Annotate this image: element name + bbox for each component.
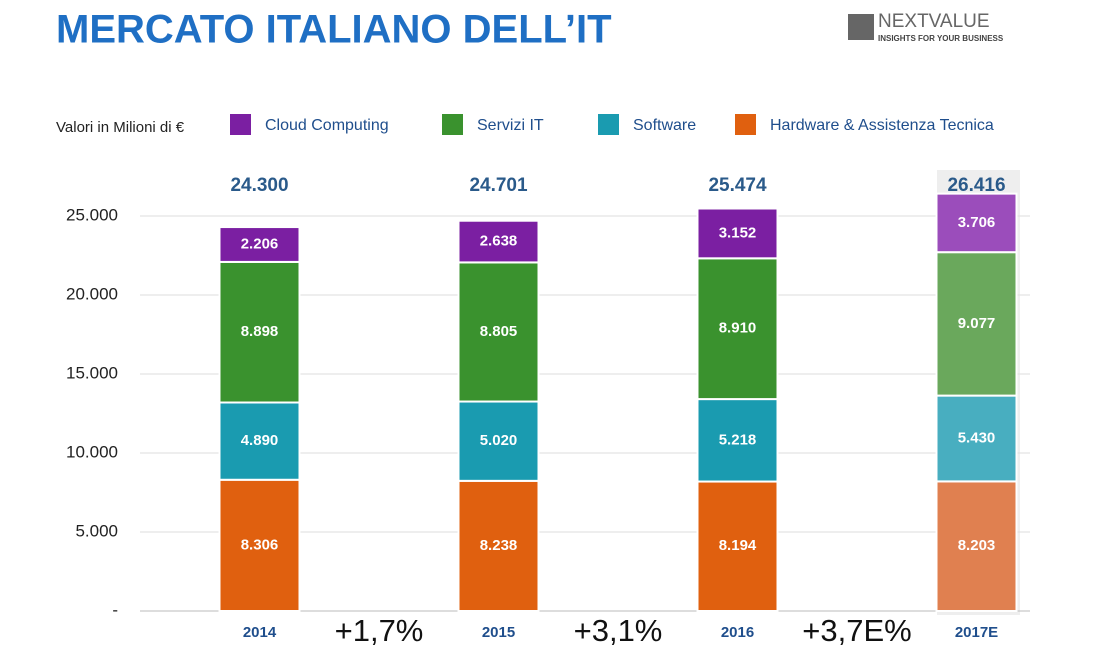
segment-label: 9.077 [958, 315, 996, 332]
segment-label: 8.910 [719, 320, 757, 337]
bar-segment [935, 251, 1018, 397]
x-tick-label: 2015 [482, 624, 515, 641]
segment-label: 5.218 [719, 431, 757, 448]
segment-label: 3.152 [719, 224, 757, 241]
total-label: 26.416 [947, 175, 1005, 196]
bar-segment [696, 207, 779, 260]
legend-swatch [598, 114, 619, 135]
total-label: 24.300 [230, 175, 288, 196]
unit-label: Valori in Milioni di € [56, 119, 185, 136]
bar-segment [935, 192, 1018, 254]
total-label: 24.701 [469, 175, 528, 196]
legend-label: Software [633, 117, 696, 134]
logo-tagline: INSIGHTS FOR YOUR BUSINESS [878, 34, 1004, 43]
segment-label: 8.898 [241, 323, 279, 340]
legend-swatch [442, 114, 463, 135]
growth-annotation: +1,7% [335, 613, 424, 648]
legend-label: Cloud Computing [265, 117, 389, 134]
growth-annotation: +3,7E% [802, 613, 911, 648]
logo: NEXTVALUE [878, 11, 990, 32]
bar-segment [218, 478, 301, 612]
growth-annotation: +3,1% [574, 613, 663, 648]
legend-label: Hardware & Assistenza Tecnica [770, 117, 994, 134]
bar-segment [696, 257, 779, 401]
y-tick-label: 5.000 [75, 521, 118, 540]
bar-segment [935, 394, 1018, 483]
segment-label: 8.306 [241, 536, 279, 553]
bar-segment [457, 400, 540, 482]
y-tick-label: 20.000 [66, 284, 118, 303]
bar-segment [696, 398, 779, 483]
segment-label: 2.638 [480, 233, 518, 250]
segment-label: 5.430 [958, 429, 996, 446]
total-label: 25.474 [708, 175, 767, 196]
bar-segment [935, 480, 1018, 613]
x-tick-label: 2017E [955, 624, 998, 641]
x-tick-label: 2014 [243, 624, 277, 641]
y-tick-label: 15.000 [66, 363, 118, 382]
segment-label: 4.890 [241, 432, 279, 449]
legend-swatch [230, 114, 251, 135]
logo-icon [848, 14, 874, 40]
segment-label: 2.206 [241, 235, 279, 252]
chart-title: MERCATO ITALIANO DELL’IT [56, 8, 612, 52]
segment-label: 8.805 [480, 323, 518, 340]
legend-label: Servizi IT [477, 117, 544, 134]
segment-label: 3.706 [958, 214, 996, 231]
bar-segment [457, 261, 540, 403]
y-tick-label: 25.000 [66, 205, 118, 224]
segment-label: 8.203 [958, 537, 996, 554]
x-tick-label: 2016 [721, 624, 754, 641]
segment-label: 5.020 [480, 432, 518, 449]
segment-label: 8.194 [719, 537, 757, 554]
segment-label: 8.238 [480, 537, 518, 554]
bar-segment [218, 226, 301, 263]
bar-segment [457, 479, 540, 612]
y-tick-label: 10.000 [66, 442, 118, 461]
y-tick-label: - [112, 600, 118, 619]
legend-swatch [735, 114, 756, 135]
bar-segment [457, 219, 540, 264]
